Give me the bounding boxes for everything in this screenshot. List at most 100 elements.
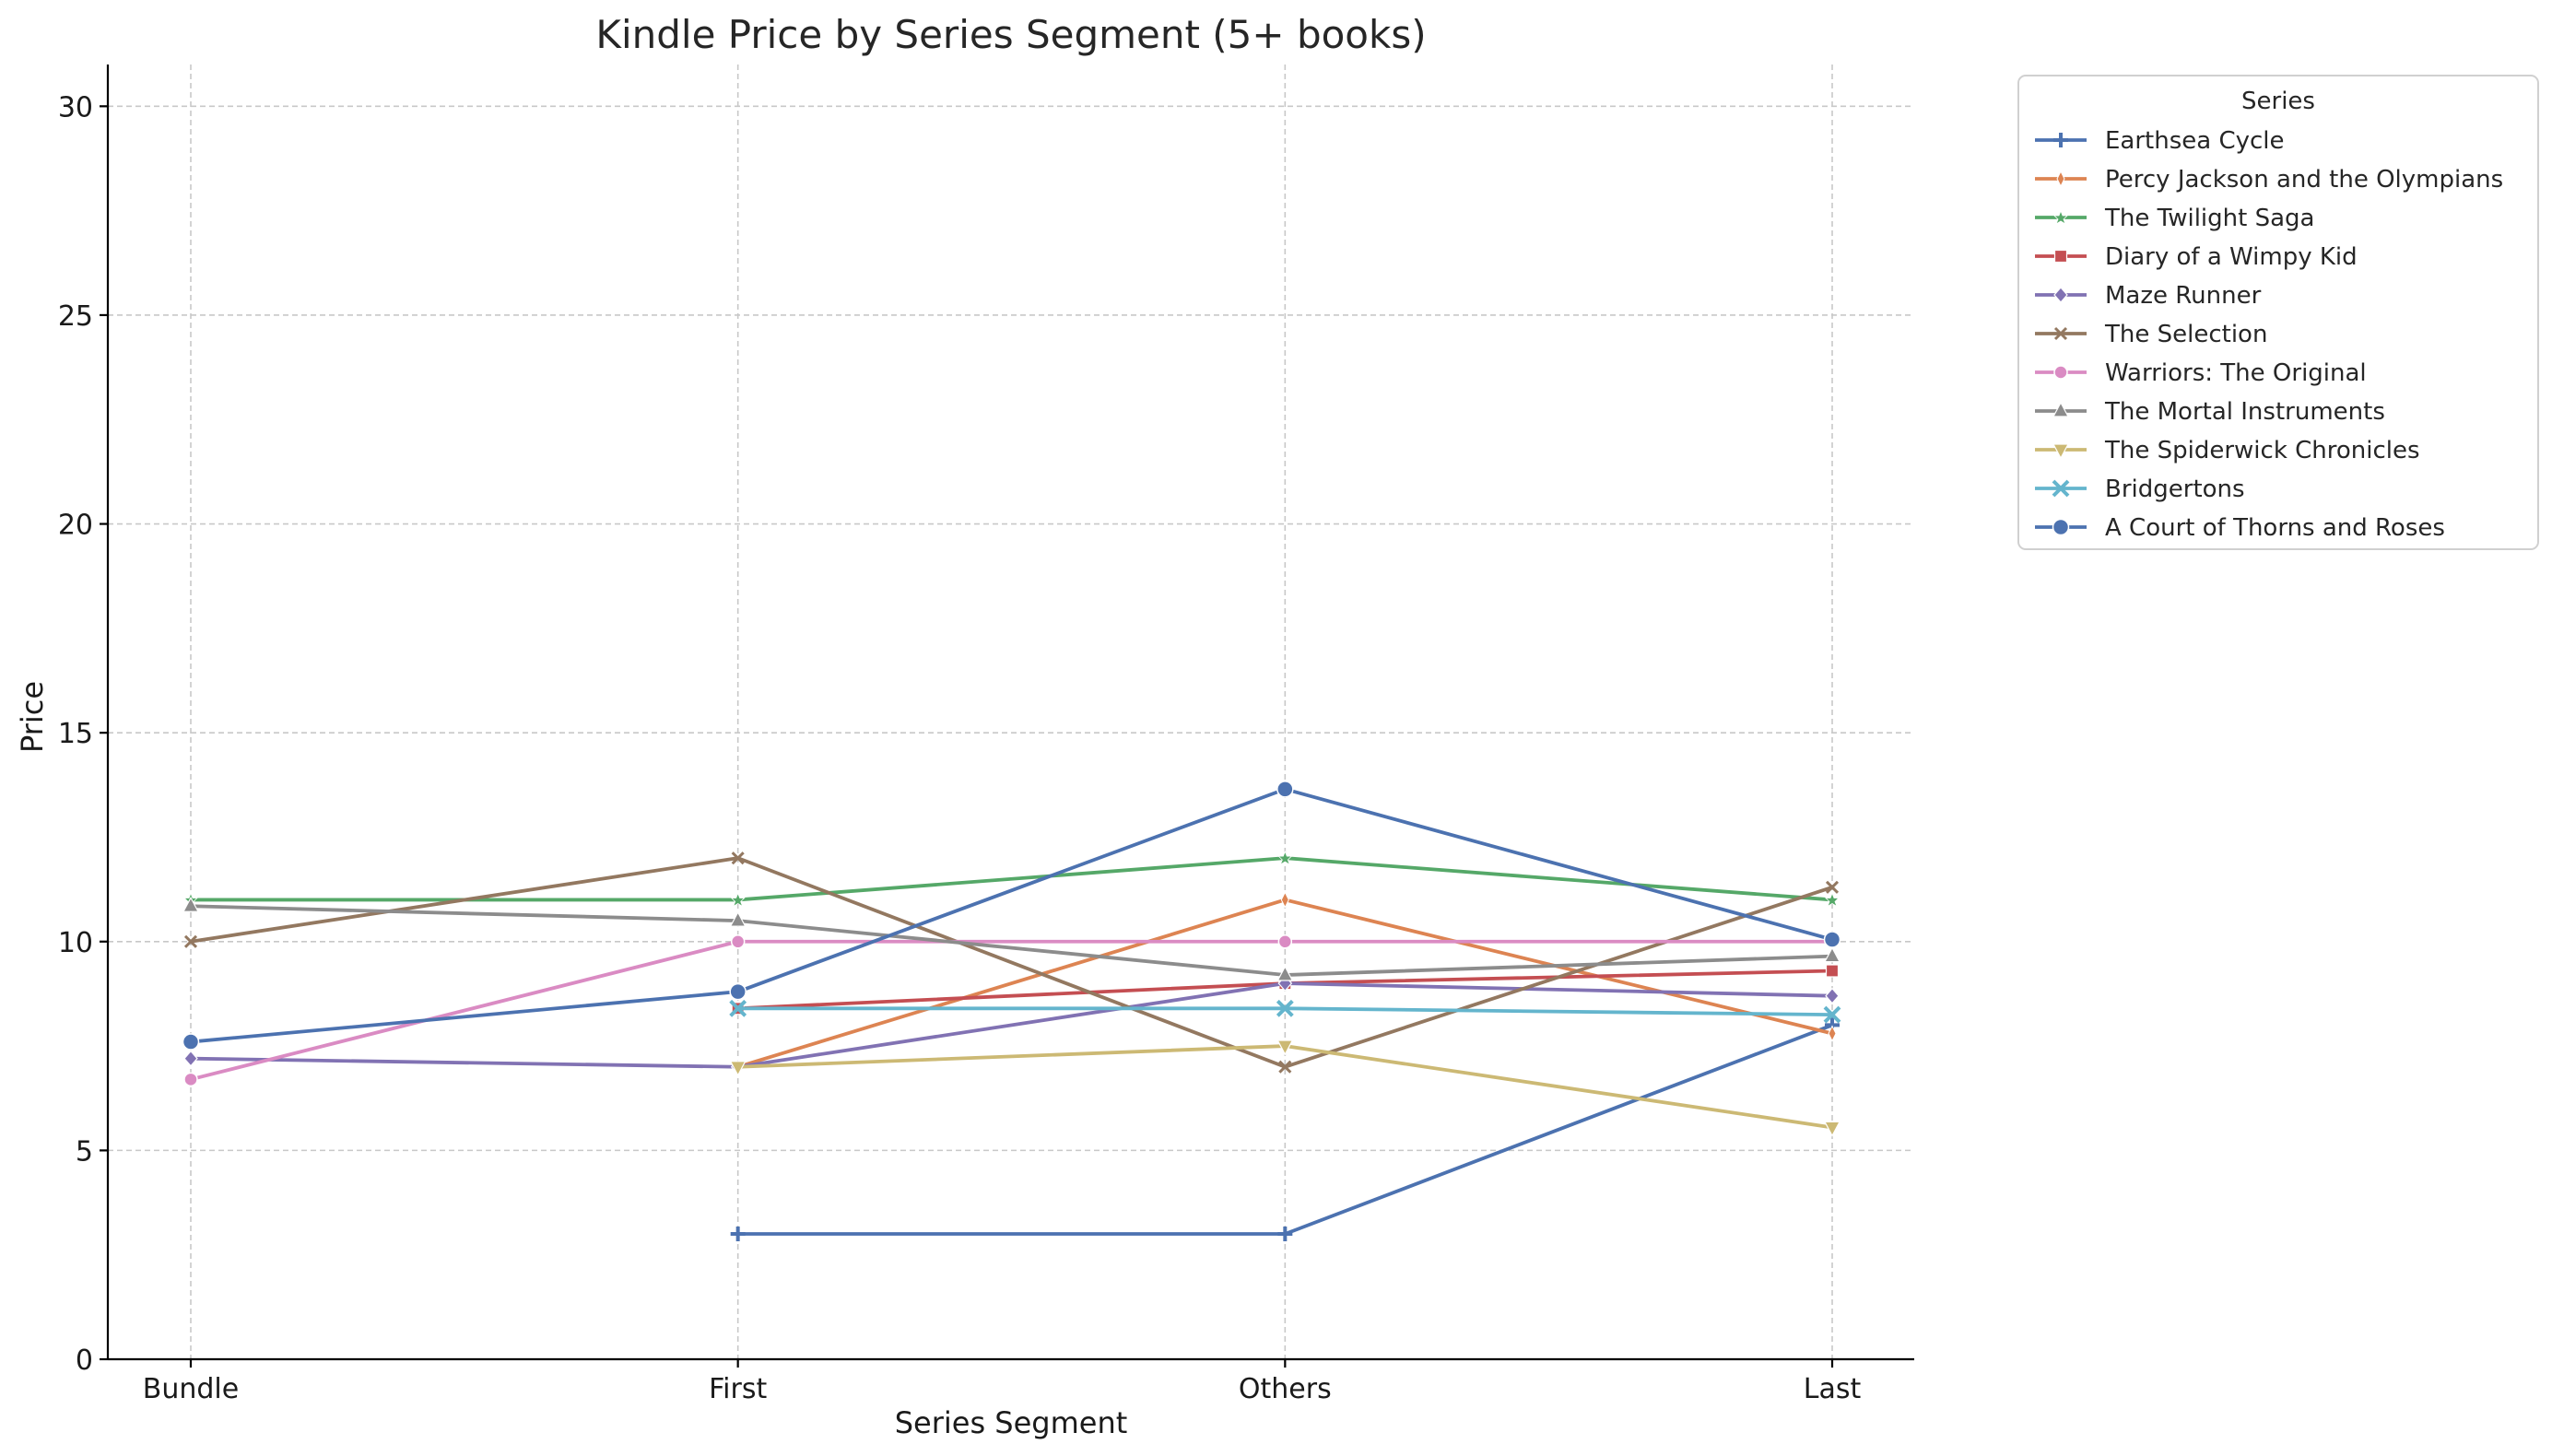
series-5 [183, 851, 1840, 1074]
y-axis-label: Price [15, 681, 50, 753]
legend-marker [2056, 170, 2065, 188]
legend-item: A Court of Thorns and Roses [2035, 514, 2445, 542]
legend-marker [2053, 249, 2068, 264]
legend-frame [2017, 75, 2539, 550]
data-point [1824, 946, 1840, 963]
legend-label: Maze Runner [2105, 282, 2262, 310]
data-point [1276, 1039, 1294, 1056]
series-line [190, 981, 1833, 1069]
legend-label: Diary of a Wimpy Kid [2105, 243, 2358, 271]
data-point [1823, 931, 1841, 948]
legend-marker [2053, 209, 2068, 225]
data-point [1278, 1060, 1292, 1074]
legend-marker [2052, 401, 2069, 417]
legend-label: A Court of Thorns and Roses [2105, 514, 2445, 542]
series-line [190, 787, 1833, 1044]
data-point [183, 1072, 198, 1087]
data-point [1823, 1005, 1841, 1024]
legend-label: Earthsea Cycle [2105, 127, 2285, 155]
axes: 0 5 10 15 20 25 30 Bundle First Others Last [58, 65, 1914, 1405]
legend-item: Diary of a Wimpy Kid [2035, 243, 2358, 271]
y-tick-label: 20 [58, 510, 93, 542]
data-point [1825, 892, 1840, 908]
legend-label: The Spiderwick Chronicles [2104, 437, 2420, 464]
data-point [183, 934, 198, 948]
data-point [729, 999, 747, 1017]
legend-item: The Selection [2035, 321, 2267, 348]
data-point [1824, 1121, 1840, 1137]
series-line [190, 856, 1833, 1069]
x-tick-label: Last [1804, 1373, 1862, 1405]
data-point [1277, 1227, 1293, 1242]
legend-label: The Twilight Saga [2104, 205, 2314, 232]
y-tick-label: 5 [76, 1135, 93, 1168]
data-point [182, 1033, 200, 1051]
data-point [1825, 987, 1840, 1004]
data-point [1277, 934, 1293, 949]
series-9 [729, 999, 1841, 1024]
data-point [730, 934, 746, 949]
x-tick-label: Others [1239, 1373, 1332, 1405]
data-point [1825, 880, 1840, 894]
data-point [1280, 891, 1289, 909]
legend-marker [2053, 133, 2068, 147]
grid [108, 65, 1914, 1360]
y-tick-label: 10 [58, 927, 93, 959]
data-point [1276, 999, 1294, 1017]
series-0 [730, 1017, 1840, 1242]
data-point [729, 910, 747, 927]
series-layer [182, 781, 1841, 1242]
legend-item: Warriors: The Original [2035, 359, 2367, 387]
x-axis-label: Series Segment [895, 1405, 1128, 1440]
data-point [730, 892, 746, 908]
data-point [729, 1061, 747, 1077]
series-7 [182, 896, 1840, 981]
data-point [1825, 964, 1840, 978]
data-point [731, 851, 745, 865]
legend-label: The Mortal Instruments [2104, 398, 2385, 426]
data-point [183, 1050, 198, 1067]
x-tick-label: First [709, 1373, 767, 1405]
y-tick-label: 25 [58, 300, 93, 333]
legend-marker [2053, 287, 2068, 303]
legend-label: Bridgertons [2105, 476, 2245, 503]
data-point [1276, 781, 1294, 798]
legend-item: Bridgertons [2035, 476, 2245, 503]
series-4 [183, 975, 1840, 1075]
data-point [1828, 1025, 1837, 1042]
y-tick-label: 0 [76, 1344, 93, 1377]
legend-label: Percy Jackson and the Olympians [2105, 166, 2503, 194]
series-8 [729, 1039, 1840, 1137]
data-point [729, 982, 747, 1001]
legend-marker [2053, 326, 2068, 341]
legend-item: The Spiderwick Chronicles [2035, 437, 2420, 464]
series-10 [182, 781, 1841, 1051]
legend-item: The Twilight Saga [2035, 205, 2314, 232]
legend-marker [2053, 365, 2068, 380]
data-point [182, 896, 199, 912]
legend-marker [2052, 479, 2070, 498]
series-line [190, 939, 1832, 1082]
data-point [1277, 851, 1293, 866]
legend-item: Earthsea Cycle [2035, 127, 2285, 155]
data-point [730, 1227, 746, 1242]
legend-label: Warriors: The Original [2105, 359, 2367, 387]
series-2 [183, 851, 1840, 908]
legend-item: The Mortal Instruments [2035, 398, 2385, 426]
legend-label: The Selection [2104, 321, 2267, 348]
legend-item: Percy Jackson and the Olympians [2035, 166, 2503, 194]
data-point [1276, 965, 1294, 981]
y-tick-label: 30 [58, 91, 93, 123]
legend: Series Earthsea Cycle Percy Jackson and t… [2017, 75, 2539, 550]
legend-items: Earthsea Cycle Percy Jackson and the Olym… [2035, 127, 2503, 542]
legend-marker [2052, 518, 2070, 536]
legend-title: Series [2241, 88, 2315, 115]
legend-item: Maze Runner [2035, 282, 2262, 310]
legend-marker [2052, 443, 2069, 460]
series-line [190, 904, 1833, 977]
y-tick-label: 15 [58, 718, 93, 750]
x-tick-label: Bundle [143, 1373, 239, 1405]
chart-title: Kindle Price by Series Segment (5+ books… [595, 12, 1426, 57]
